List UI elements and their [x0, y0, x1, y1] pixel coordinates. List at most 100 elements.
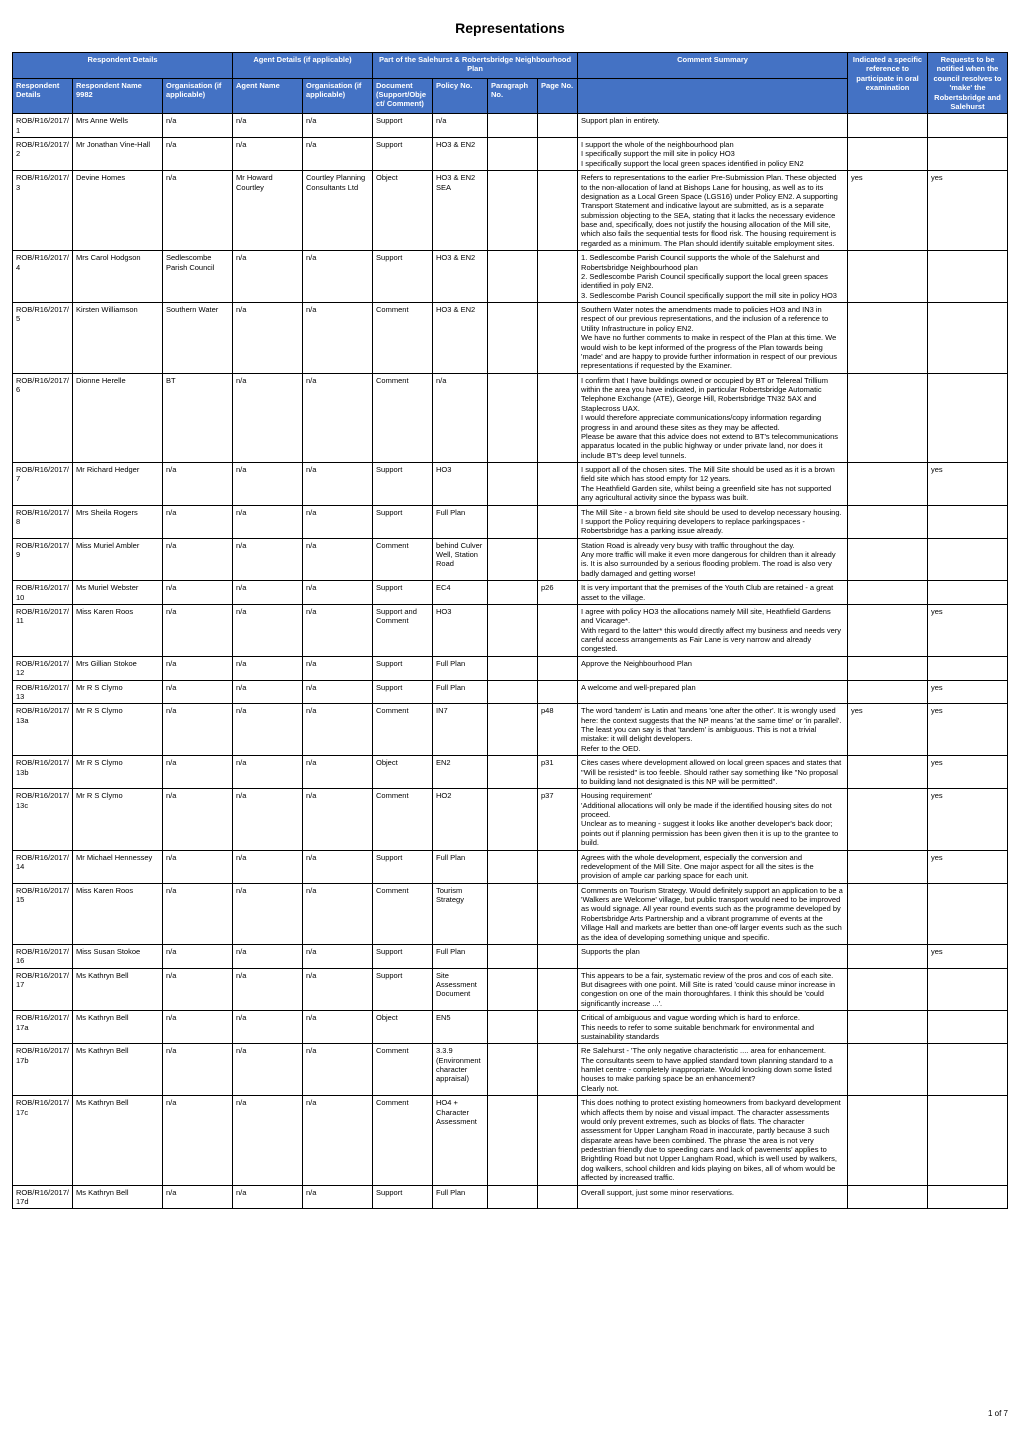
- table-cell: n/a: [303, 968, 373, 1011]
- table-cell: [538, 171, 578, 251]
- table-cell: n/a: [233, 114, 303, 138]
- table-cell: Southern Water: [163, 303, 233, 374]
- table-cell: n/a: [233, 850, 303, 883]
- table-cell: Full Plan: [433, 944, 488, 968]
- table-cell: [928, 1044, 1008, 1096]
- table-cell: ROB/R16/2017/17a: [13, 1011, 73, 1044]
- table-cell: ROB/R16/2017/13c: [13, 789, 73, 850]
- table-cell: n/a: [303, 1044, 373, 1096]
- table-cell: The Mill Site - a brown field site shoul…: [578, 505, 848, 538]
- table-cell: yes: [928, 944, 1008, 968]
- table-cell: n/a: [303, 604, 373, 656]
- table-cell: n/a: [233, 505, 303, 538]
- table-cell: n/a: [163, 1044, 233, 1096]
- table-cell: ROB/R16/2017/8: [13, 505, 73, 538]
- table-cell: ROB/R16/2017/3: [13, 171, 73, 251]
- table-cell: [848, 1185, 928, 1209]
- table-cell: Critical of ambiguous and vague wording …: [578, 1011, 848, 1044]
- table-cell: ROB/R16/2017/4: [13, 251, 73, 303]
- table-cell: n/a: [303, 789, 373, 850]
- table-cell: n/a: [163, 604, 233, 656]
- table-cell: n/a: [303, 505, 373, 538]
- table-cell: This does nothing to protect existing ho…: [578, 1096, 848, 1185]
- table-cell: Comment: [373, 704, 433, 756]
- table-cell: [488, 704, 538, 756]
- table-cell: n/a: [233, 463, 303, 506]
- table-cell: I agree with policy HO3 the allocations …: [578, 604, 848, 656]
- table-cell: Cites cases where development allowed on…: [578, 756, 848, 789]
- table-cell: I support all of the chosen sites. The M…: [578, 463, 848, 506]
- table-cell: [928, 538, 1008, 581]
- header-plan: Part of the Salehurst & Robertsbridge Ne…: [373, 53, 578, 79]
- table-cell: Full Plan: [433, 1185, 488, 1209]
- table-cell: n/a: [163, 789, 233, 850]
- table-cell: Support: [373, 680, 433, 704]
- table-cell: [488, 114, 538, 138]
- table-cell: EN2: [433, 756, 488, 789]
- header-summary: Comment Summary: [578, 53, 848, 79]
- table-row: ROB/R16/2017/10Ms Muriel Webstern/an/an/…: [13, 581, 1008, 605]
- table-cell: n/a: [233, 789, 303, 850]
- table-cell: yes: [928, 171, 1008, 251]
- table-cell: n/a: [303, 1096, 373, 1185]
- table-cell: [538, 850, 578, 883]
- table-cell: [848, 538, 928, 581]
- table-cell: Refers to representations to the earlier…: [578, 171, 848, 251]
- table-cell: Full Plan: [433, 680, 488, 704]
- table-cell: [848, 883, 928, 944]
- table-cell: n/a: [303, 1011, 373, 1044]
- table-cell: The word 'tandem' is Latin and means 'on…: [578, 704, 848, 756]
- table-cell: ROB/R16/2017/15: [13, 883, 73, 944]
- table-cell: Support: [373, 944, 433, 968]
- table-cell: n/a: [163, 114, 233, 138]
- table-cell: Devine Homes: [73, 171, 163, 251]
- table-cell: n/a: [303, 1185, 373, 1209]
- table-cell: Comments on Tourism Strategy. Would defi…: [578, 883, 848, 944]
- table-cell: Mrs Gillian Stokoe: [73, 656, 163, 680]
- table-cell: [488, 538, 538, 581]
- table-cell: [928, 505, 1008, 538]
- table-cell: n/a: [233, 1011, 303, 1044]
- table-cell: ROB/R16/2017/17d: [13, 1185, 73, 1209]
- table-cell: n/a: [163, 1185, 233, 1209]
- table-row: ROB/R16/2017/2Mr Jonathan Vine-Halln/an/…: [13, 138, 1008, 171]
- table-row: ROB/R16/2017/14Mr Michael Hennesseyn/an/…: [13, 850, 1008, 883]
- table-cell: [928, 883, 1008, 944]
- table-cell: n/a: [303, 656, 373, 680]
- table-cell: n/a: [233, 1044, 303, 1096]
- table-cell: HO2: [433, 789, 488, 850]
- table-cell: [488, 850, 538, 883]
- table-cell: HO4 + Character Assessment: [433, 1096, 488, 1185]
- table-cell: n/a: [303, 944, 373, 968]
- table-cell: I confirm that I have buildings owned or…: [578, 373, 848, 462]
- table-cell: [488, 303, 538, 374]
- table-cell: p37: [538, 789, 578, 850]
- col-para: Paragraph No.: [488, 78, 538, 114]
- table-cell: Support: [373, 850, 433, 883]
- table-cell: n/a: [233, 303, 303, 374]
- table-cell: ROB/R16/2017/17b: [13, 1044, 73, 1096]
- table-cell: This appears to be a fair, systematic re…: [578, 968, 848, 1011]
- col-ref: Respondent Details: [13, 78, 73, 114]
- table-cell: [848, 463, 928, 506]
- header-respondent: Respondent Details: [13, 53, 233, 79]
- table-row: ROB/R16/2017/15Miss Karen Roosn/an/an/aC…: [13, 883, 1008, 944]
- table-cell: Tourism Strategy: [433, 883, 488, 944]
- table-cell: n/a: [303, 373, 373, 462]
- table-cell: p48: [538, 704, 578, 756]
- table-cell: Ms Kathryn Bell: [73, 1185, 163, 1209]
- representations-table: Respondent Details Agent Details (if app…: [12, 52, 1008, 1209]
- table-cell: Kirsten Williamson: [73, 303, 163, 374]
- table-cell: Southern Water notes the amendments made…: [578, 303, 848, 374]
- table-cell: Site Assessment Document: [433, 968, 488, 1011]
- table-row: ROB/R16/2017/3Devine Homesn/aMr Howard C…: [13, 171, 1008, 251]
- table-cell: n/a: [163, 138, 233, 171]
- table-cell: Full Plan: [433, 850, 488, 883]
- table-cell: n/a: [233, 138, 303, 171]
- table-cell: Mrs Anne Wells: [73, 114, 163, 138]
- table-cell: Miss Susan Stokoe: [73, 944, 163, 968]
- table-cell: yes: [848, 704, 928, 756]
- table-cell: [848, 581, 928, 605]
- table-row: ROB/R16/2017/13aMr R S Clymon/an/an/aCom…: [13, 704, 1008, 756]
- header-agent: Agent Details (if applicable): [233, 53, 373, 79]
